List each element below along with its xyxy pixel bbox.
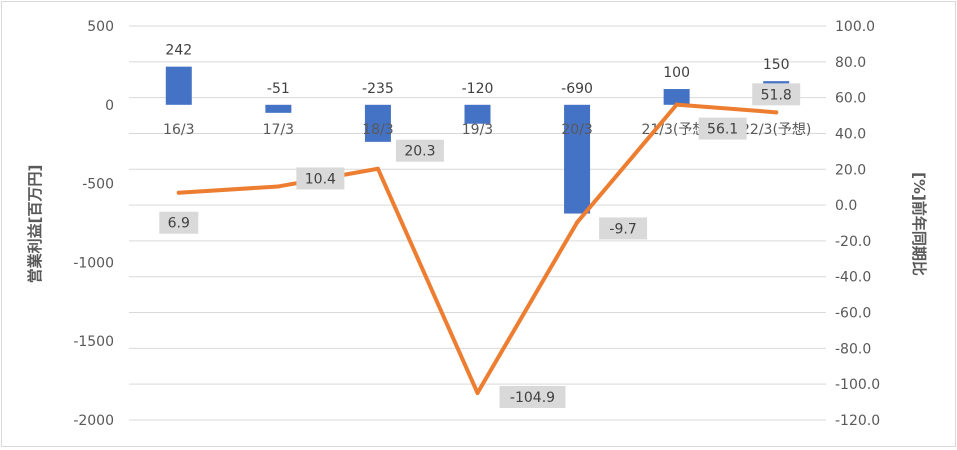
- bar: [564, 104, 591, 214]
- line-data-label-text: -9.7: [609, 221, 636, 237]
- line-data-label-box: [296, 167, 345, 190]
- right-tick-label: 60.0: [835, 91, 866, 107]
- line-data-label: -9.7: [599, 217, 648, 240]
- left-axis-ticks: 500 0 -500 -1000 -1500 -2000: [73, 19, 114, 429]
- bar: [165, 66, 192, 105]
- category-label: 17/3: [263, 122, 294, 138]
- bar: [464, 104, 491, 124]
- bar: [265, 104, 292, 113]
- right-tick-label: 0.0: [835, 198, 857, 214]
- line-point: [276, 184, 281, 189]
- bar: [663, 89, 690, 105]
- line-point: [475, 390, 480, 395]
- line-data-label: 51.8: [752, 83, 801, 106]
- line-data-label: 10.4: [296, 167, 345, 190]
- line-data-label-box: [395, 139, 444, 162]
- line-data-label-text: 56.1: [707, 122, 738, 138]
- bar-data-label: 242: [165, 43, 192, 59]
- line-data-label-box: [499, 385, 566, 408]
- line-point: [375, 166, 380, 171]
- right-tick-label: -120.0: [835, 413, 880, 429]
- right-tick-label: -100.0: [835, 377, 880, 393]
- line-point: [674, 102, 679, 107]
- bar-data-label: 150: [763, 57, 790, 73]
- bar-data-label: -120: [462, 81, 494, 97]
- line-data-label: 20.3: [395, 139, 444, 162]
- right-tick-label: -80.0: [835, 341, 871, 357]
- line-data-label-box: [599, 217, 648, 240]
- category-label: 20/3: [561, 122, 592, 138]
- left-tick-label: 500: [87, 19, 114, 35]
- bar-data-label: -51: [267, 81, 290, 97]
- right-tick-label: 20.0: [835, 162, 866, 178]
- line-path: [176, 102, 779, 395]
- bar-data-label: -690: [561, 81, 593, 97]
- left-tick-label: -500: [82, 177, 114, 193]
- left-axis-title: 営業利益[百万円]: [26, 165, 44, 284]
- bar-data-label: -235: [362, 81, 394, 97]
- right-axis-title: [%]前年同期比: [910, 172, 928, 276]
- bar-series: [165, 66, 790, 214]
- gridlines: [129, 25, 826, 421]
- right-tick-label: -40.0: [835, 270, 871, 286]
- left-tick-label: -2000: [73, 413, 114, 429]
- line-series: [176, 102, 779, 395]
- line-data-label-text: 6.9: [168, 216, 190, 232]
- line-data-label-text: 20.3: [404, 144, 435, 160]
- line-data-label: -104.9: [499, 385, 566, 408]
- category-label: 22/3(予想): [741, 122, 811, 138]
- right-tick-label: 40.0: [835, 126, 866, 142]
- category-label: 16/3: [163, 122, 194, 138]
- bar-data-labels: 242 -51 -235 -120 -690 100 150: [165, 43, 789, 97]
- line-data-label: 56.1: [698, 117, 747, 140]
- right-tick-label: -60.0: [835, 306, 871, 322]
- right-tick-label: 80.0: [835, 55, 866, 71]
- left-tick-label: -1500: [73, 334, 114, 350]
- left-tick-label: -1000: [73, 255, 114, 271]
- line-data-labels: 6.9 10.4 20.3 -104.9 -9.7 56.1 51.8: [159, 83, 801, 408]
- line-data-label-box: [159, 211, 199, 234]
- line-point: [575, 220, 580, 225]
- bar: [364, 104, 391, 142]
- line-data-label-text: 10.4: [305, 171, 336, 187]
- bar-data-label: 100: [663, 65, 690, 81]
- line-point: [176, 190, 181, 195]
- left-tick-label: 0: [105, 98, 114, 114]
- category-labels: 16/3 17/3 18/3 19/3 20/3 21/3(予想) 22/3(予想): [163, 122, 811, 138]
- right-axis-ticks: 100.0 80.0 60.0 40.0 20.0 0.0 -20.0 -40.0 -60.0 -…: [835, 19, 880, 429]
- line-data-label-box: [752, 83, 801, 106]
- category-label: 19/3: [462, 122, 493, 138]
- right-tick-label: 100.0: [835, 19, 875, 35]
- right-tick-label: -20.0: [835, 234, 871, 250]
- category-label: 18/3: [362, 122, 393, 138]
- line-data-label-text: 51.8: [761, 87, 792, 103]
- line-data-label: 6.9: [159, 211, 199, 234]
- line-data-label-box: [698, 117, 747, 140]
- line-point: [774, 110, 779, 115]
- line-data-label-text: -104.9: [510, 390, 555, 406]
